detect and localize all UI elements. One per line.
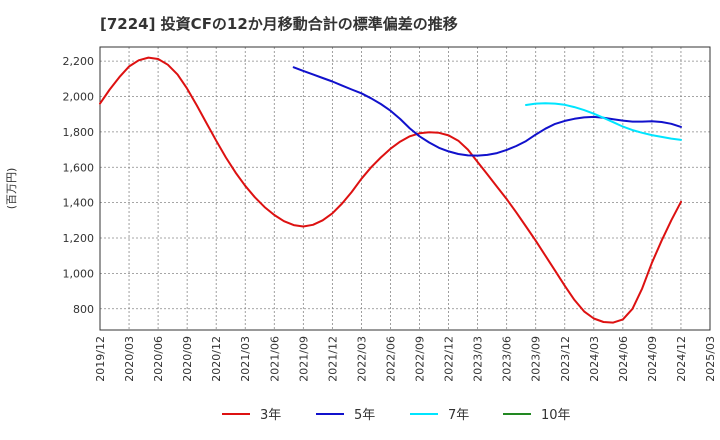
y-tick-label: 2,000: [63, 91, 95, 104]
x-tick-label: 2021/12: [326, 336, 339, 382]
y-tick-label: 2,200: [63, 55, 95, 68]
x-tick-label: 2022/12: [443, 336, 456, 382]
series-line-3年: [99, 56, 682, 324]
x-tick-label: 2020/06: [152, 336, 165, 382]
legend: 3年 5年 7年 10年: [222, 408, 571, 423]
series-line-7年: [525, 102, 682, 141]
x-tick-label: 2022/09: [414, 336, 427, 382]
y-tick-label: 1,600: [63, 161, 95, 174]
series-lines: [99, 56, 682, 324]
legend-label: 7年: [448, 408, 469, 423]
y-tick-label: 1,800: [63, 126, 95, 139]
y-tick-label: 1,000: [63, 267, 95, 280]
x-tick-label: 2023/03: [472, 336, 485, 382]
y-tick-label: 1,400: [63, 197, 95, 210]
grid-lines: [100, 47, 710, 330]
x-tick-label: 2023/09: [530, 336, 543, 382]
x-tick-label: 2024/09: [646, 336, 659, 382]
x-tick-label: 2022/06: [384, 336, 397, 382]
legend-label: 5年: [354, 408, 375, 423]
y-axis-label: (百万円): [5, 168, 18, 210]
x-tick-label: 2019/12: [94, 336, 107, 382]
x-tick-label: 2024/06: [617, 336, 630, 382]
x-tick-label: 2022/03: [355, 336, 368, 382]
plot-frame: [99, 46, 711, 331]
series-line-5年: [292, 66, 682, 157]
legend-label: 10年: [541, 408, 571, 423]
x-tick-label: 2024/12: [675, 336, 688, 382]
legend-label: 3年: [260, 408, 281, 423]
x-tick-label: 2020/03: [123, 336, 136, 382]
axes: 800 1,000 1,200 1,400 1,600 1,800 2,000 2,200 20…: [5, 46, 717, 382]
x-tick-label: 2020/09: [181, 336, 194, 382]
x-tick-label: 2023/12: [559, 336, 572, 382]
x-tick-label: 2024/03: [588, 336, 601, 382]
x-tick-label: 2021/03: [239, 336, 252, 382]
x-tick-label: 2023/06: [501, 336, 514, 382]
x-tick-label: 2021/09: [297, 336, 310, 382]
chart-title: [7224] 投資CFの12か月移動合計の標準偏差の推移: [100, 15, 458, 33]
y-tick-label: 1,200: [63, 232, 95, 245]
x-tick-label: 2025/03: [704, 336, 717, 382]
x-tick-label: 2020/12: [210, 336, 223, 382]
x-tick-label: 2021/06: [268, 336, 281, 382]
y-tick-label: 800: [73, 303, 94, 316]
